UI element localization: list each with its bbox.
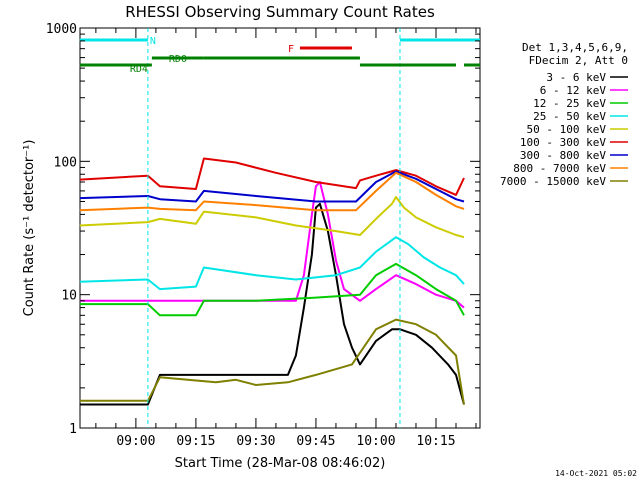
y-axis-label: Count Rate (s⁻¹ detector⁻¹) — [22, 140, 37, 317]
legend: Det 1,3,4,5,6,9,FDecim 2, Att 0 3 - 6 keV… — [500, 41, 628, 188]
series-line-7 — [79, 170, 465, 203]
event-label-rd4: RD4 — [130, 64, 148, 75]
y-tick-label: 1 — [69, 422, 77, 437]
legend-entry-label: 12 - 25 keV — [533, 97, 606, 110]
y-tick-label: 100 — [54, 155, 77, 170]
x-tick-label: 10:15 — [416, 434, 455, 449]
x-tick-label: 09:00 — [116, 434, 155, 449]
legend-entry-label: 300 - 800 keV — [520, 149, 606, 162]
legend-entry-label: 6 - 12 keV — [540, 84, 607, 97]
series-line-4 — [79, 236, 465, 291]
y-tick-label: 1000 — [46, 22, 77, 37]
series-group — [79, 157, 465, 406]
footer-timestamp: 14-Oct-2021 05:02 — [555, 469, 637, 478]
series-line-1 — [79, 202, 465, 406]
series-line-9 — [79, 318, 465, 405]
axes-group: 1 10 100 1000 09:00 09:15 09:30 09:45 10:00 10:15 — [46, 22, 480, 449]
x-tick-label: 10:00 — [356, 434, 395, 449]
legend-entry-label: 50 - 100 keV — [527, 123, 607, 136]
series-line-3 — [79, 262, 465, 317]
plot-frame — [79, 27, 481, 429]
x-tick-label: 09:30 — [236, 434, 275, 449]
series-line-8 — [79, 171, 465, 212]
series-line-6 — [79, 157, 465, 196]
series-line-5 — [79, 196, 465, 239]
y-tick-label: 10 — [61, 289, 77, 304]
legend-entry-label: 100 - 300 keV — [520, 136, 606, 149]
legend-entry-label: 800 - 7000 keV — [513, 162, 606, 175]
legend-header-line: FDecim 2, Att 0 — [529, 54, 628, 67]
events-group: NFRD0RD4 — [79, 28, 480, 428]
legend-entry-label: 7000 - 15000 keV — [500, 175, 606, 188]
legend-entry-label: 25 - 50 keV — [533, 110, 606, 123]
x-axis-label: Start Time (28-Mar-08 08:46:02) — [175, 456, 386, 471]
chart-title: RHESSI Observing Summary Count Rates — [125, 3, 435, 21]
series-line-2 — [79, 181, 465, 309]
legend-header-line: Det 1,3,4,5,6,9, — [522, 41, 628, 54]
x-tick-label: 09:45 — [296, 434, 335, 449]
event-label-f: F — [288, 44, 294, 55]
x-tick-label: 09:15 — [176, 434, 215, 449]
legend-entry-label: 3 - 6 keV — [546, 71, 606, 84]
event-label-n: N — [150, 36, 156, 47]
